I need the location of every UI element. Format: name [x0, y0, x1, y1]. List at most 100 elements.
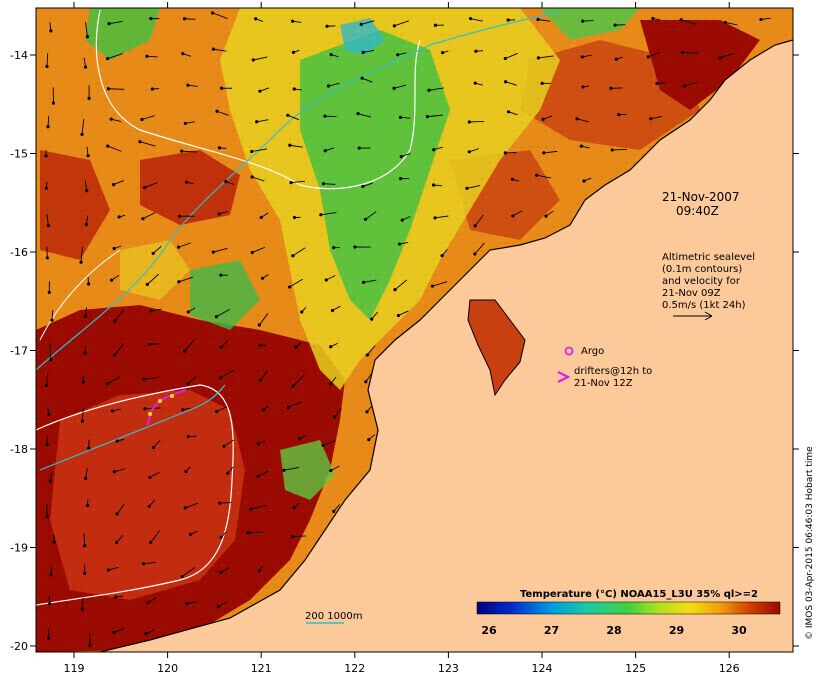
velocity-arrow	[357, 113, 372, 118]
velocity-arrow-head	[261, 408, 266, 412]
velocity-arrow	[109, 20, 123, 25]
velocity-arrow-head	[258, 343, 262, 347]
velocity-arrow-head	[575, 117, 579, 121]
colorbar-tick-label: 30	[731, 624, 747, 637]
velocity-arrow-head	[581, 19, 585, 23]
velocity-arrow	[259, 313, 269, 326]
velocity-arrow	[113, 180, 124, 186]
velocity-arrow-head	[246, 531, 250, 535]
velocity-arrow-head	[473, 81, 477, 85]
velocity-arrow-head	[112, 470, 117, 474]
colorbar-title: Temperature (°C) NOAA15_L3U 35% ql>=2	[520, 589, 758, 600]
velocity-arrow-head	[110, 278, 114, 282]
sealevel-contour-3	[39, 249, 121, 341]
velocity-arrow-head	[294, 345, 298, 349]
velocity-arrow-head	[286, 113, 290, 117]
velocity-arrow-head	[222, 444, 226, 448]
velocity-arrow	[178, 242, 191, 248]
colorbar-tick-label: 28	[606, 624, 621, 637]
velocity-arrow	[398, 310, 409, 316]
velocity-arrow	[150, 530, 161, 543]
velocity-arrow-head	[186, 382, 190, 386]
velocity-arrow-head	[214, 315, 218, 319]
velocity-arrow-head	[506, 18, 510, 22]
velocity-arrow	[81, 408, 84, 422]
velocity-arrow-head	[84, 476, 88, 480]
velocity-arrow-head	[145, 54, 149, 58]
velocity-arrow	[107, 53, 123, 60]
velocity-arrow-head	[48, 479, 53, 483]
velocity-arrow-head	[219, 345, 223, 349]
velocity-arrow-head	[291, 19, 295, 23]
velocity-arrow-head	[226, 471, 230, 475]
date-label: 21-Nov-2007	[662, 190, 740, 204]
velocity-arrow	[537, 19, 551, 22]
velocity-arrow	[85, 21, 88, 37]
velocity-arrow-head	[291, 50, 296, 54]
velocity-arrow-head	[468, 17, 473, 21]
velocity-arrow-head	[613, 23, 617, 27]
velocity-arrow-head	[292, 215, 297, 220]
velocity-arrow	[149, 471, 160, 478]
velocity-arrow-head	[360, 76, 364, 80]
velocity-arrow-head	[323, 114, 327, 118]
velocity-arrow	[114, 309, 124, 322]
velocity-arrow-head	[211, 47, 215, 51]
velocity-arrow-head	[87, 446, 91, 450]
velocity-arrow-head	[361, 184, 365, 189]
velocity-arrow-head	[329, 469, 333, 473]
velocity-arrow-head	[115, 512, 119, 516]
x-tick-label: 122	[344, 662, 365, 675]
velocity-arrow-head	[609, 86, 613, 90]
velocity-arrow	[289, 278, 303, 288]
velocity-arrow-head	[86, 282, 91, 286]
plot-area	[36, 8, 793, 652]
velocity-arrow-head	[506, 110, 511, 114]
velocity-arrow	[182, 567, 196, 577]
velocity-arrow	[250, 505, 267, 510]
velocity-arrow-head	[148, 475, 152, 480]
velocity-arrow-head	[363, 217, 368, 221]
velocity-arrow	[187, 84, 198, 87]
velocity-arrow-head	[649, 117, 653, 121]
velocity-arrow-head	[536, 17, 540, 22]
velocity-arrow	[543, 150, 558, 154]
velocity-arrow	[292, 535, 306, 538]
velocity-arrow	[469, 120, 485, 123]
velocity-arrow-head	[80, 419, 84, 423]
x-axis: 119 120 121 122 123 124 125 126	[64, 2, 740, 675]
velocity-arrow-head	[367, 437, 371, 442]
velocity-arrow	[256, 119, 269, 123]
velocity-arrow-head	[141, 562, 145, 566]
velocity-arrow	[326, 275, 336, 281]
velocity-arrow	[143, 561, 157, 565]
velocity-arrow	[107, 145, 122, 152]
velocity-arrow	[184, 18, 196, 20]
velocity-arrow-head	[149, 309, 153, 313]
velocity-arrow-head	[259, 215, 263, 220]
velocity-arrow-head	[224, 179, 228, 184]
velocity-arrow	[334, 408, 342, 418]
velocity-arrow	[113, 627, 125, 633]
velocity-arrow-head	[114, 595, 118, 599]
velocity-arrow-head	[300, 310, 304, 314]
velocity-arrow-head	[465, 186, 469, 190]
velocity-arrow-head	[113, 319, 117, 323]
velocity-arrow	[470, 18, 483, 22]
velocity-arrow-head	[473, 224, 477, 228]
velocity-arrow-head	[216, 604, 221, 609]
velocity-arrow-head	[218, 501, 222, 505]
velocity-arrow	[216, 308, 231, 318]
velocity-arrow-head	[215, 409, 219, 414]
colorbar-gradient	[476, 601, 781, 615]
velocity-arrow	[466, 185, 481, 189]
velocity-arrow-head	[542, 151, 546, 155]
velocity-arrow-head	[396, 313, 401, 318]
velocity-arrow	[147, 273, 160, 285]
velocity-arrow-head	[651, 16, 655, 21]
velocity-arrow	[253, 56, 268, 61]
velocity-arrow	[223, 439, 234, 447]
velocity-arrow-head	[105, 382, 110, 386]
velocity-arrow-head	[219, 86, 224, 90]
velocity-arrow-head	[356, 112, 360, 116]
